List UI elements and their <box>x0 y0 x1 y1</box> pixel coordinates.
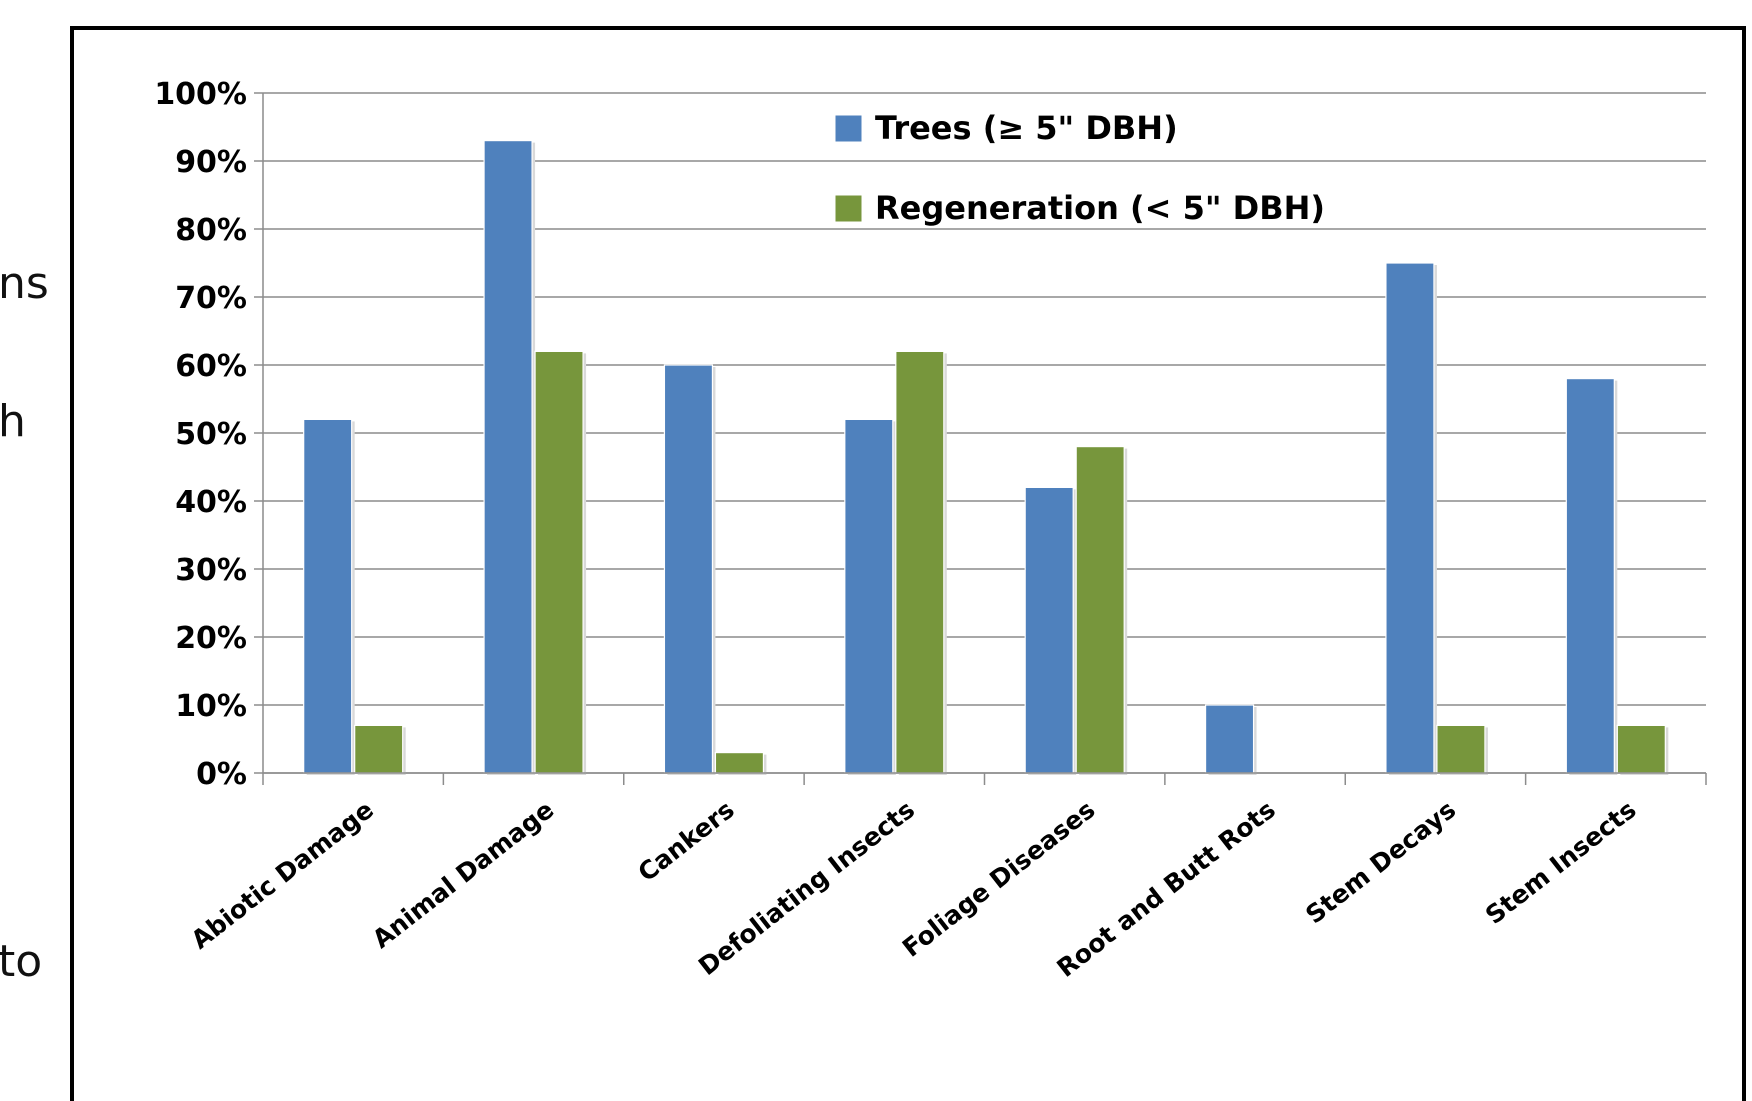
side-text-fragment-3: to <box>0 936 43 987</box>
bar <box>663 364 714 774</box>
x-category-label: Cankers <box>633 795 740 888</box>
y-tick-label: 80% <box>175 213 247 248</box>
bar <box>483 140 533 774</box>
y-tick-label: 100% <box>154 77 247 112</box>
legend-label: Regeneration (< 5" DBH) <box>875 189 1325 227</box>
bar <box>1075 446 1125 774</box>
y-tick-label: 60% <box>175 349 247 384</box>
y-tick-label: 70% <box>175 281 247 316</box>
x-category-label: Stem Decays <box>1300 795 1461 930</box>
y-tick-label: 10% <box>175 689 247 724</box>
bar <box>1204 704 1255 774</box>
y-tick-label: 30% <box>175 553 247 588</box>
bar <box>354 724 404 774</box>
bar <box>1024 486 1074 774</box>
y-tick-label: 20% <box>175 621 247 656</box>
legend-swatch <box>834 114 863 143</box>
bar <box>1385 262 1435 774</box>
x-category-label: Foliage Diseases <box>897 795 1100 963</box>
y-tick-label: 90% <box>175 145 247 180</box>
bar <box>1616 724 1666 774</box>
legend-swatch <box>834 194 863 223</box>
y-tick-label: 0% <box>196 757 247 792</box>
bar <box>895 350 945 774</box>
x-category-label: Stem Insects <box>1480 795 1641 930</box>
y-tick-label: 40% <box>175 485 247 520</box>
x-category-label: Animal Damage <box>367 795 559 954</box>
bar <box>714 751 765 774</box>
side-text-fragment-1: ns <box>0 258 49 309</box>
legend-label: Trees (≥ 5" DBH) <box>875 109 1178 147</box>
x-category-label: Abiotic Damage <box>186 795 379 955</box>
bar <box>303 418 353 774</box>
side-text-fragment-2: h <box>0 396 26 447</box>
bar <box>1565 378 1615 774</box>
bar <box>534 350 584 774</box>
y-tick-label: 50% <box>175 417 247 452</box>
bar <box>844 418 894 774</box>
bar <box>1436 724 1486 774</box>
